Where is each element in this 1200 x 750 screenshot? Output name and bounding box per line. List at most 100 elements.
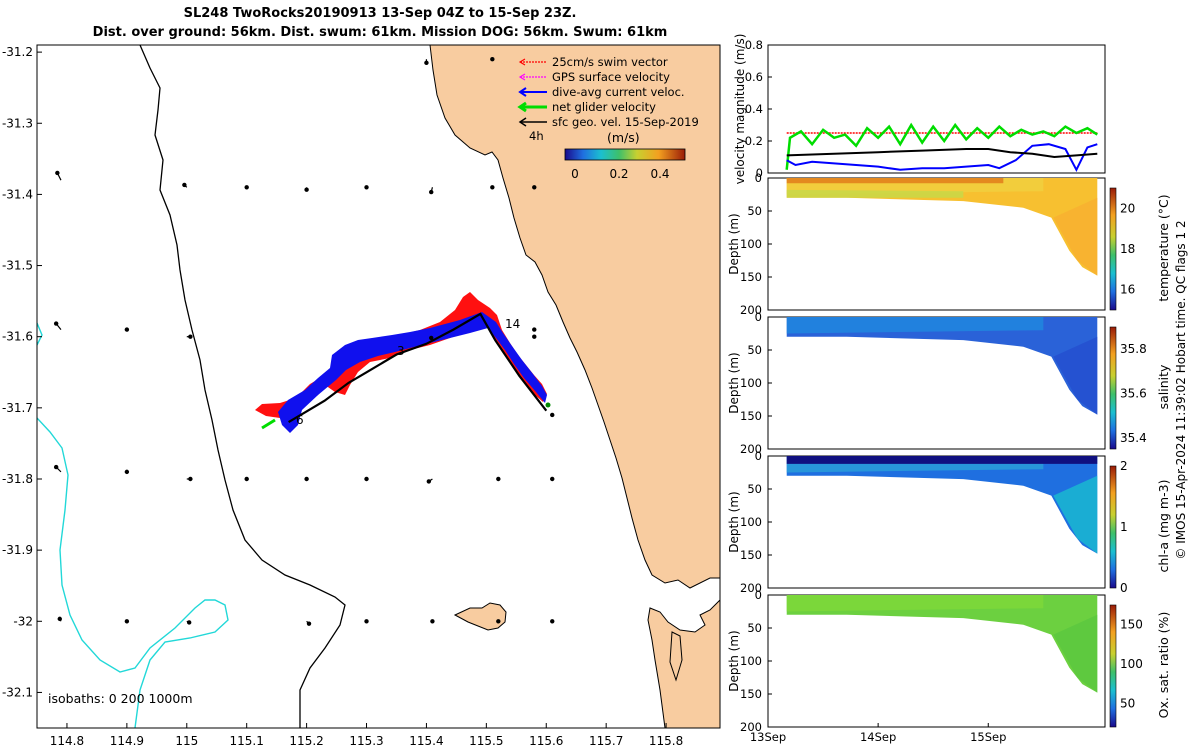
section-ytick-label: 200 <box>740 581 762 595</box>
section-deep-layer <box>1053 197 1098 276</box>
map-legend: 25cm/s swim vector GPS surface velocity … <box>517 55 699 181</box>
surface-velocity-arrowhead <box>424 60 429 66</box>
velocity-series-net-glider <box>785 122 1098 170</box>
chart-title-line2: Dist. over ground: 56km. Dist. swum: 61k… <box>92 25 668 40</box>
section-ytick-label: 150 <box>740 270 762 284</box>
map-ytick-label: -31.7 <box>2 401 33 415</box>
surface-velocity-arrowhead <box>188 334 193 339</box>
section-panel-ox: 0 50 100 150 200 Depth (m) 50 100 150 Ox. sat. ra… <box>727 588 1171 744</box>
map-panel: 14 3 6 25cm/s swim vector GPS surface ve… <box>2 44 721 748</box>
map-xtick-label: 114.9 <box>110 734 144 748</box>
map-xtick-label: 115.3 <box>349 734 383 748</box>
section-ylabel: Depth (m) <box>727 491 741 552</box>
colorbar-tick-label: 1 <box>1120 520 1128 534</box>
surface-velocity-arrowhead <box>496 476 501 482</box>
section-deep-layer <box>1053 336 1098 415</box>
velocity-ytick-label: 0.2 <box>745 134 763 148</box>
section-colorbar <box>1109 604 1117 728</box>
glider-track <box>288 312 548 424</box>
map-xtick-label: 115.5 <box>469 734 503 748</box>
velocity-series-dive-avg-current <box>786 143 1098 173</box>
time-xtick-label: 13Sep <box>750 730 786 744</box>
section-ytick-label: 200 <box>740 303 762 317</box>
annotation-3: 3 <box>397 344 405 358</box>
land-garden-island <box>669 631 683 682</box>
colorbar-tick-label: 150 <box>1120 618 1143 632</box>
annotation-6: 6 <box>296 413 304 427</box>
time-xtick-label: 14Sep <box>860 730 896 744</box>
surface-velocity-arrowhead <box>426 479 432 484</box>
surface-velocity-arrowhead <box>532 327 537 332</box>
section-warm-band <box>786 178 1004 184</box>
surface-velocity-arrowhead <box>186 620 192 625</box>
surface-velocity-arrowhead <box>244 185 249 190</box>
section-ytick-label: 150 <box>740 687 762 701</box>
legend-arrowhead-gps <box>518 73 526 81</box>
colorbar-tick-label: 35.4 <box>1120 431 1147 445</box>
colorbar-tick-label: 18 <box>1120 242 1135 256</box>
section-ytick-label: 50 <box>747 621 762 635</box>
surface-velocity-arrowhead <box>490 185 495 190</box>
section-colorbar <box>1109 326 1117 450</box>
section-ytick-label: 0 <box>755 449 762 463</box>
glider-end-marker <box>545 402 551 408</box>
surface-velocity-arrowhead <box>57 616 62 622</box>
section-ytick-label: 0 <box>755 310 762 324</box>
section-ylabel: Depth (m) <box>727 630 741 691</box>
surface-velocity-arrowhead <box>429 189 434 195</box>
section-surface-layer <box>786 595 1044 612</box>
legend-label-net: net glider velocity <box>552 100 656 114</box>
legend-item-gps: GPS surface velocity <box>518 70 670 84</box>
velocity-frame <box>767 44 1106 174</box>
legend-label-gps: GPS surface velocity <box>552 70 670 84</box>
surface-velocity-arrowhead <box>244 476 249 482</box>
surface-velocity-arrowhead <box>124 327 130 332</box>
section-colorbar <box>1109 465 1117 589</box>
surface-velocity-arrowhead <box>532 334 537 339</box>
map-xtick-label: 115.8 <box>649 734 683 748</box>
section-ytick-label: 0 <box>755 588 762 602</box>
legend-arrowhead-swim <box>518 58 526 66</box>
surface-velocity-arrowhead <box>55 170 60 176</box>
velocity-ytick-label: 0.8 <box>745 38 763 52</box>
colorbar-tick-label: 35.6 <box>1120 387 1147 401</box>
section-ytick-label: 50 <box>747 482 762 496</box>
land-rottnest-island <box>453 602 507 631</box>
imos-credit: © IMOS 15-Apr-2024 11:39:02 Hobart time.… <box>1174 220 1188 559</box>
surface-velocity-arrowhead <box>364 185 369 190</box>
velocity-panel: 0 0.2 0.4 0.6 0.8 velocity magnitude (m/s) <box>733 34 1106 184</box>
surface-velocity-arrowhead <box>550 619 555 624</box>
section-ylabel: Depth (m) <box>727 213 741 274</box>
section-panel-sal: 0 50 100 150 200 Depth (m) 35.4 35.6 35.8 salinit… <box>727 310 1171 456</box>
surface-velocity-arrowhead <box>550 476 555 482</box>
map-ytick-label: -31.6 <box>2 330 33 344</box>
legend-item-net: net glider velocity <box>517 100 656 114</box>
section-ytick-label: 100 <box>740 237 762 251</box>
velocity-ytick-label: 0 <box>756 166 763 180</box>
section-ylabel: Depth (m) <box>727 352 741 413</box>
section-colorbar-label: temperature (°C) <box>1156 194 1171 301</box>
map-ytick-label: -32.1 <box>2 685 33 699</box>
section-ytick-label: 50 <box>747 343 762 357</box>
section-ytick-label: 100 <box>740 515 762 529</box>
section-data-field <box>786 317 1098 415</box>
chart-title-line1: SL248 TwoRocks20190913 13-Sep 04Z to 15-… <box>183 6 577 21</box>
map-frame <box>36 44 721 729</box>
legend-item-current: dive-avg current veloc. <box>518 85 685 99</box>
map-ytick-label: -31.9 <box>2 543 33 557</box>
legend-label-swim: 25cm/s swim vector <box>552 55 668 69</box>
map-xtick-label: 115.6 <box>529 734 563 748</box>
surface-velocity-arrowhead <box>188 476 193 482</box>
annotation-14: 14 <box>505 317 520 331</box>
colorbar-units: (m/s) <box>607 130 640 145</box>
surface-velocity-arrowhead <box>496 619 501 624</box>
colorbar-tick-label: 0 <box>1120 581 1128 595</box>
isobath-1000m <box>37 322 229 728</box>
map-xtick-label: 115.2 <box>289 734 323 748</box>
map-ytick-label: -32 <box>13 614 33 628</box>
surface-velocity-arrowhead <box>53 321 59 326</box>
speed-colorbar <box>564 148 686 161</box>
legend-4h-label: 4h <box>529 129 544 143</box>
surface-velocity-arrowhead <box>304 476 309 482</box>
